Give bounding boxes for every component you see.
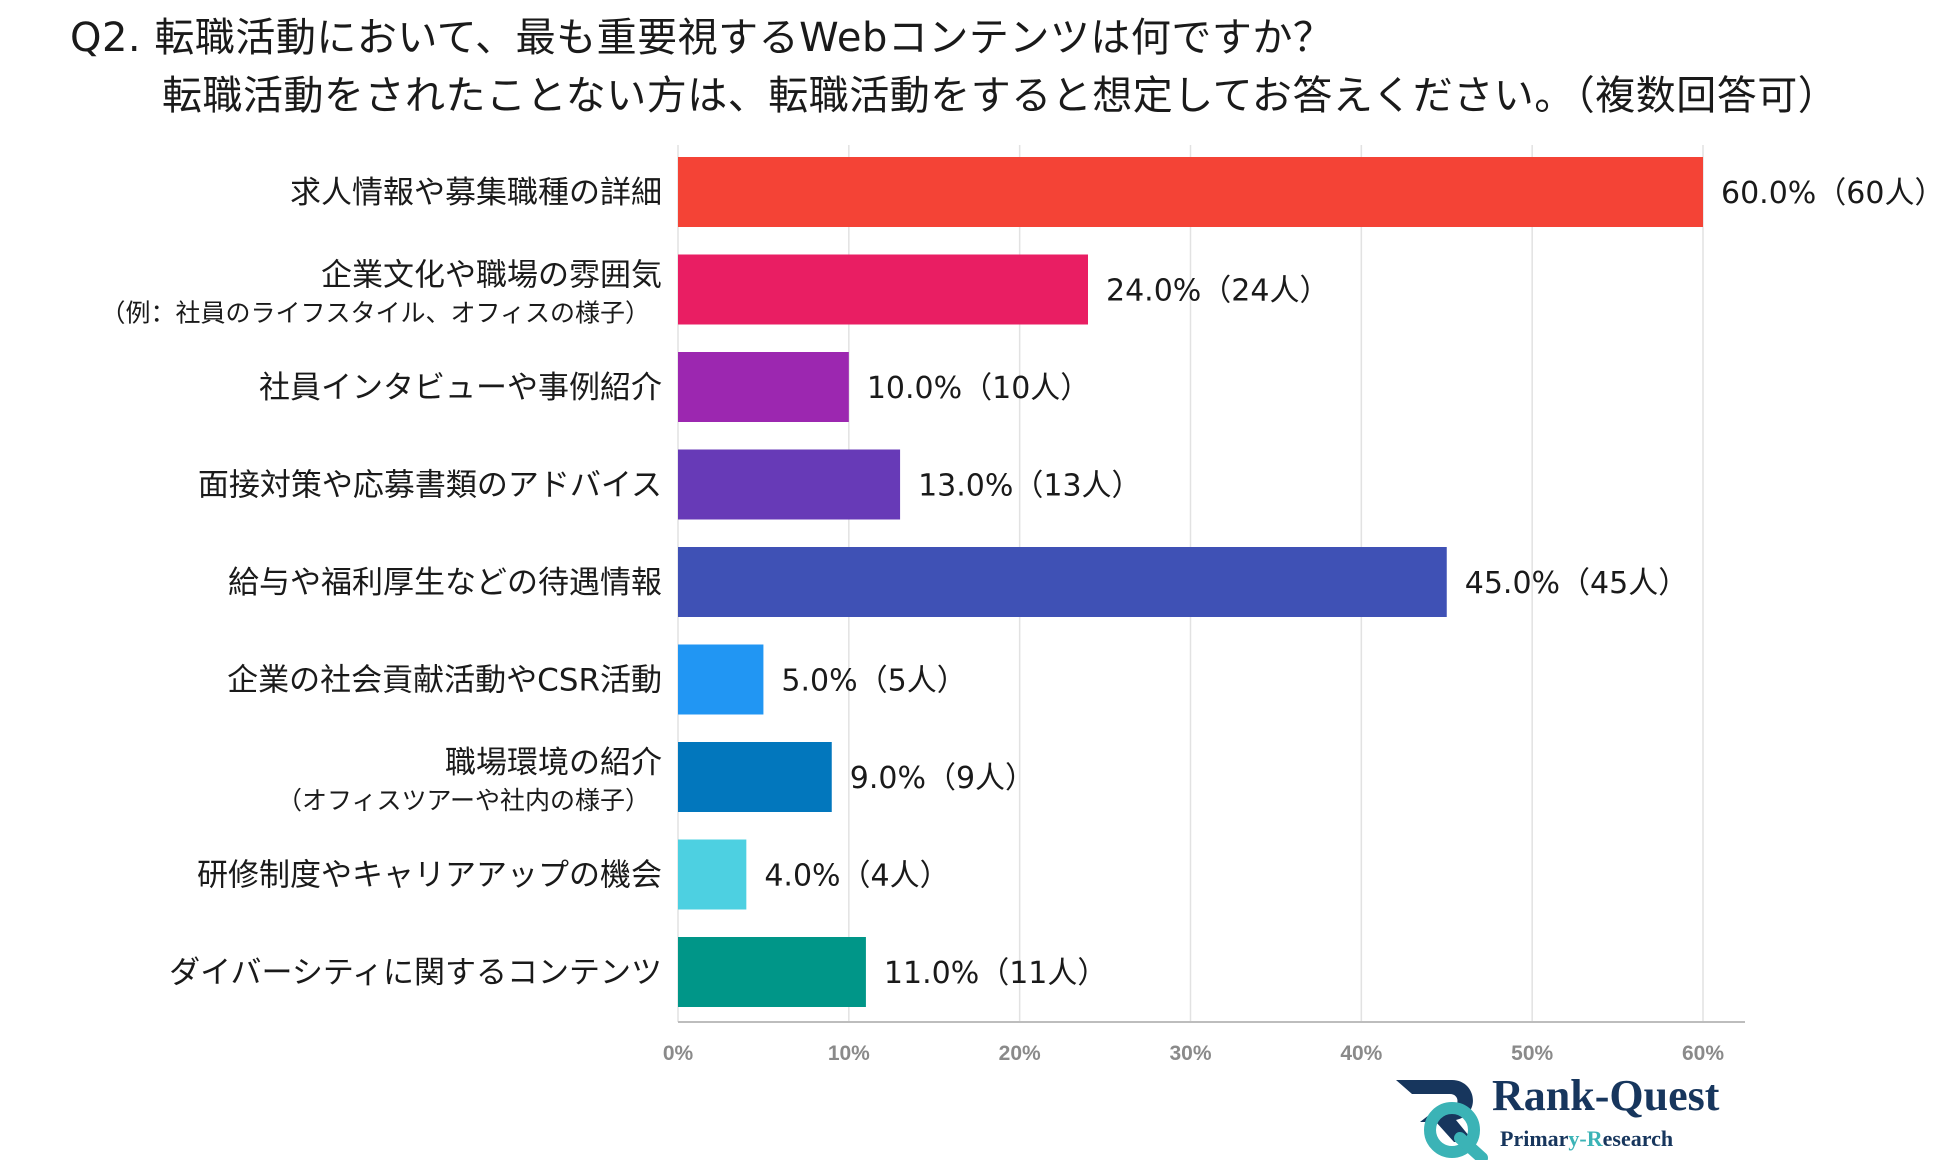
category-sublabel: （オフィスツアーや社内の様子） xyxy=(277,786,650,815)
bar xyxy=(678,254,1088,325)
brand-logo: Rank-Quest Primary-Research xyxy=(1390,1070,1750,1160)
category-label: 研修制度やキャリアアップの機会 xyxy=(197,858,662,894)
bar xyxy=(678,352,849,422)
rank-quest-logo-icon xyxy=(1396,1080,1488,1160)
category-label: 企業文化や職場の雰囲気 xyxy=(321,258,662,294)
x-tick-label: 10% xyxy=(828,1042,870,1065)
category-label: 職場環境の紹介 xyxy=(445,745,662,781)
chart-subtitle: 転職活動をされたことない方は、転職活動をすると想定してお答えください。（複数回答… xyxy=(162,73,1839,119)
category-label: 社員インタビューや事例紹介 xyxy=(259,370,662,406)
bar xyxy=(678,449,901,520)
x-tick-label: 50% xyxy=(1511,1042,1553,1065)
x-tick-label: 30% xyxy=(1169,1042,1211,1065)
bar xyxy=(678,839,747,910)
data-label: 24.0%（24人） xyxy=(1106,274,1329,309)
category-sublabel: （例：社員のライフスタイル、オフィスの様子） xyxy=(100,299,650,328)
data-label: 4.0%（4人） xyxy=(764,859,949,894)
data-label: 13.0%（13人） xyxy=(918,469,1141,504)
bar xyxy=(678,157,1703,227)
data-label: 10.0%（10人） xyxy=(867,371,1090,406)
data-label: 45.0%（45人） xyxy=(1465,566,1688,601)
x-tick-label: 20% xyxy=(999,1042,1041,1065)
brand-name: Rank-Quest xyxy=(1492,1071,1720,1120)
bar xyxy=(678,742,832,812)
data-label: 9.0%（9人） xyxy=(850,761,1035,796)
bar xyxy=(678,937,866,1007)
x-tick-label: 60% xyxy=(1682,1042,1724,1065)
data-label: 5.0%（5人） xyxy=(781,664,966,699)
x-tick-label: 0% xyxy=(663,1042,694,1065)
bar xyxy=(678,547,1447,617)
data-label: 11.0%（11人） xyxy=(884,956,1107,991)
category-label: 給与や福利厚生などの待遇情報 xyxy=(228,565,662,601)
category-label: 企業の社会貢献活動やCSR活動 xyxy=(227,663,662,699)
x-tick-label: 40% xyxy=(1340,1042,1382,1065)
category-label: ダイバーシティに関するコンテンツ xyxy=(169,955,662,991)
bar xyxy=(678,644,764,715)
brand-subtitle: Primary-Research xyxy=(1500,1126,1674,1151)
category-label: 求人情報や募集職種の詳細 xyxy=(290,175,662,211)
category-label: 面接対策や応募書類のアドバイス xyxy=(198,468,662,504)
chart-title: Q2. 転職活動において、最も重要視するWebコンテンツは何ですか？ xyxy=(70,15,1334,61)
data-label: 60.0%（60人） xyxy=(1721,176,1944,211)
